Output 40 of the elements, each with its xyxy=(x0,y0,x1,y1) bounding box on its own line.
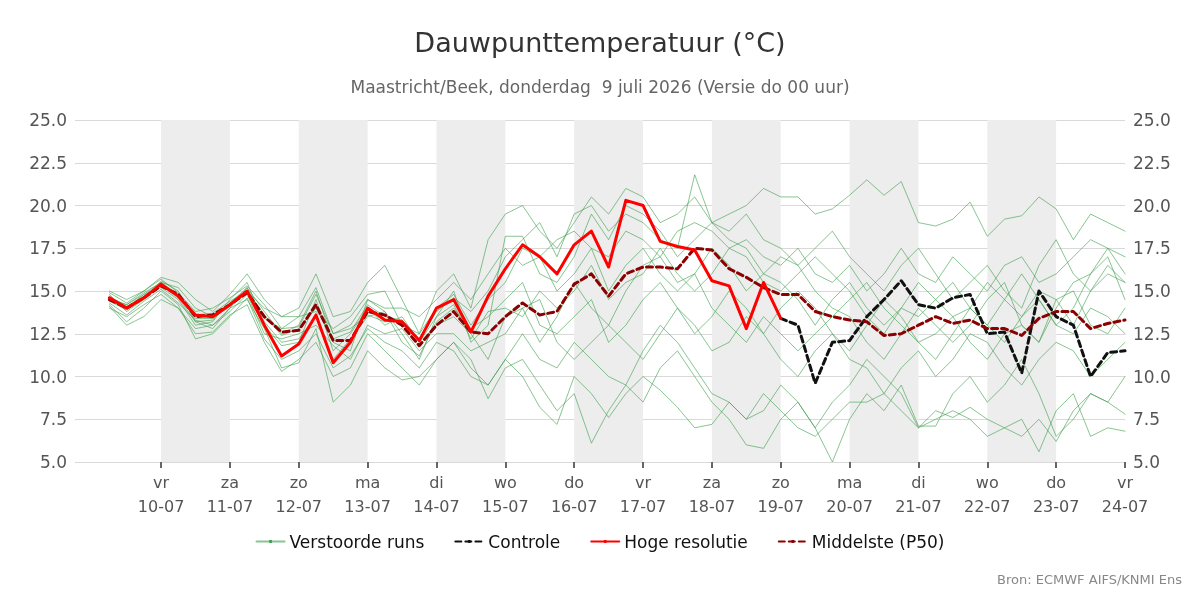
x-tick-label: do 23-07 xyxy=(1032,472,1080,516)
text: Bron: ECMWF AIFS/KNMI Ens xyxy=(997,572,1183,587)
legend-label: Verstoorde runs xyxy=(289,531,425,552)
y-tick-label: 25.0 xyxy=(29,110,67,130)
y-tick-label: 15.0 xyxy=(29,281,67,301)
y2-tick-label: 5.0 xyxy=(1133,452,1161,472)
y-tick-label: 17.5 xyxy=(29,238,67,259)
x-tick-label: di 21-07 xyxy=(895,472,942,516)
x-tick-label: wo 15-07 xyxy=(482,472,529,516)
y-tick-label: 10.0 xyxy=(29,366,67,387)
y2-tick-label: 17.5 xyxy=(1133,238,1171,259)
x-tick-label: za 11-07 xyxy=(206,472,254,516)
y2-tick-label: 22.5 xyxy=(1133,152,1171,173)
x-tick-label: ma 20-07 xyxy=(826,472,873,516)
y2-tick-label: 20.0 xyxy=(1133,195,1171,216)
chart-title: Dauwpunttemperatuur (°C) xyxy=(414,27,786,58)
legend-label: Hoge resolutie xyxy=(624,531,748,552)
y-tick-label: 5.0 xyxy=(39,452,67,472)
y2-tick-label: 15.0 xyxy=(1133,281,1171,301)
y2-tick-label: 10.0 xyxy=(1133,366,1171,387)
legend-label: Middelste (P50) xyxy=(811,531,945,552)
x-tick-label: wo 22-07 xyxy=(964,472,1011,516)
x-tick-label: vr 24-07 xyxy=(1101,472,1149,516)
x-tick-label: zo 19-07 xyxy=(757,472,804,516)
x-tick-label: di 14-07 xyxy=(413,472,460,516)
y2-tick-label: 7.5 xyxy=(1133,409,1161,430)
y2-tick-label: 25.0 xyxy=(1133,110,1171,130)
y2-tick-label: 12.5 xyxy=(1133,323,1171,344)
x-tick-label: ma 13-07 xyxy=(344,472,391,516)
x-tick-label: do 16-07 xyxy=(550,472,598,516)
chart-subtitle: Maastricht/Beek, donderdag 9 juli 2026 (Versie do 00 uur) xyxy=(350,76,850,97)
x-tick-label: vr 17-07 xyxy=(619,472,667,516)
y-tick-label: 7.5 xyxy=(39,409,67,430)
legend-label: Controle xyxy=(488,531,561,552)
x-tick-label: vr 10-07 xyxy=(137,472,185,516)
y-tick-label: 20.0 xyxy=(29,195,67,216)
y-tick-label: 12.5 xyxy=(29,323,67,344)
x-tick-label: za 18-07 xyxy=(688,472,736,516)
x-tick-label: zo 12-07 xyxy=(275,472,323,516)
y-tick-label: 22.5 xyxy=(29,152,67,173)
